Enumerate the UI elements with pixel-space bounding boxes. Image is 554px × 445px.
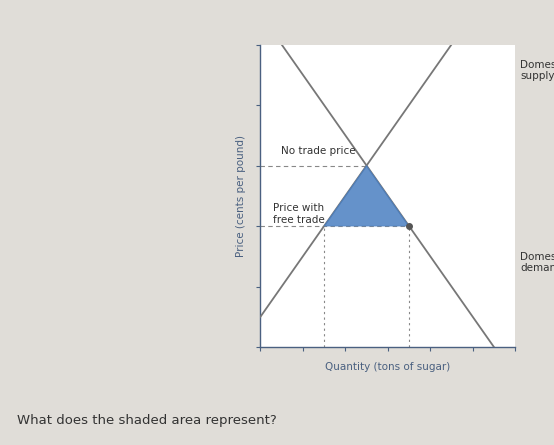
Text: Price with
free trade: Price with free trade [273,203,325,225]
Polygon shape [324,166,409,226]
X-axis label: Quantity (tons of sugar): Quantity (tons of sugar) [325,362,450,372]
Text: What does the shaded area represent?: What does the shaded area represent? [17,414,276,427]
Text: Domestic
demand: Domestic demand [520,251,554,273]
Text: Domestic
supply: Domestic supply [520,60,554,81]
Text: No trade price: No trade price [281,146,356,157]
Y-axis label: Price (cents per pound): Price (cents per pound) [236,135,246,257]
